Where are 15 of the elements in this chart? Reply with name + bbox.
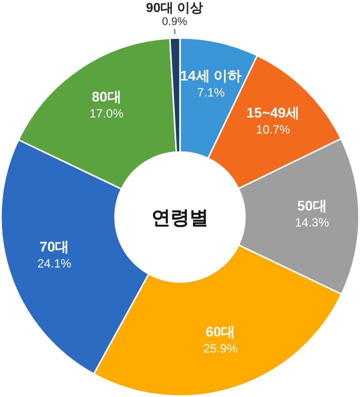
slice-label: 90대 이상: [146, 0, 204, 15]
data-label: 14.3%: [294, 216, 330, 230]
slice-label: 70대: [40, 238, 70, 254]
data-label: 24.1%: [37, 256, 72, 270]
data-label: 17.0%: [89, 106, 124, 120]
slice-label: 50대: [297, 198, 327, 214]
slice-label: 60대: [206, 324, 236, 340]
slice-label: 14세 이하: [180, 68, 242, 84]
data-label: 7.1%: [197, 86, 225, 100]
text: 연령별: [152, 208, 208, 229]
slice-label: 15~49세: [246, 104, 300, 120]
data-label: 25.9%: [203, 342, 238, 356]
data-label: 10.7%: [256, 122, 290, 136]
data-label: 0.9%: [162, 16, 188, 28]
slice-label: 80대: [92, 88, 122, 104]
